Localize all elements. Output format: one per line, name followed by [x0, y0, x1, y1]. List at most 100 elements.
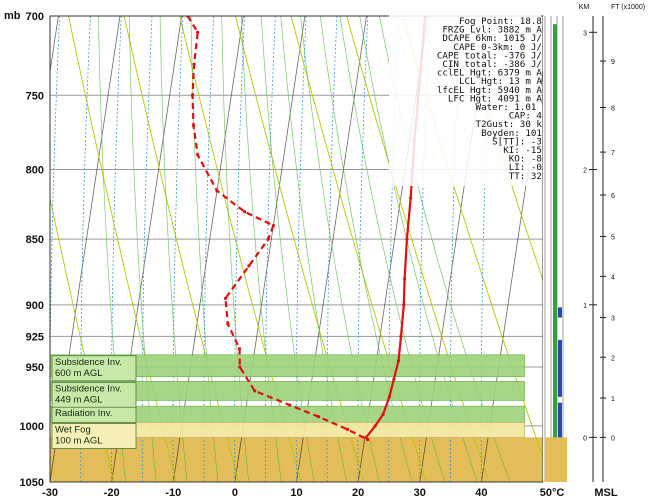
ft-tick-label: 5 — [611, 234, 615, 241]
ft-tick-label: 2 — [611, 355, 615, 362]
index-line: Water: 1.01 cm — [476, 102, 554, 113]
y-tick-label: 1050 — [20, 477, 44, 489]
temperature-point — [381, 412, 385, 416]
ft-tick-label: 3 — [611, 316, 615, 323]
inversion-layer-height: 449 m AGL — [55, 394, 103, 405]
ft-tick-label: 8 — [611, 105, 615, 112]
inversion-layer-height: 600 m AGL — [55, 368, 103, 379]
ft-tick-label: 4 — [611, 274, 615, 281]
y-tick-label: 1000 — [20, 421, 44, 433]
index-line: Boyden: 101.1 — [481, 128, 553, 139]
index-line: CAPE 0-3km: 0 J/kg — [453, 42, 553, 53]
ft-tick-label: 7 — [611, 150, 615, 157]
temperature-point — [392, 377, 396, 381]
temperature-point — [409, 196, 413, 200]
dewpoint-point — [287, 403, 292, 407]
temperature-point — [373, 424, 377, 428]
index-line: LI: -0.2 — [509, 162, 553, 173]
x-tick-label: 30 — [414, 487, 426, 499]
index-line: TT: 32.3 — [509, 171, 553, 182]
inversion-layer-label-box — [51, 382, 137, 408]
temperature-point — [364, 435, 368, 439]
km-axis-label: KM — [579, 4, 590, 11]
index-line: T2Gust: 30 kts — [476, 119, 553, 130]
km-tick-label: 2 — [583, 167, 587, 174]
y-tick-label: 950 — [26, 362, 44, 374]
isotherm-line — [172, 16, 244, 482]
dewpoint-point — [238, 365, 242, 369]
status-ground — [545, 437, 567, 482]
msl-label: MSL — [594, 487, 618, 499]
dry-adiabat-line — [569, 16, 656, 482]
ft-tick-label: 9 — [611, 59, 615, 66]
inversion-layer-label-box — [51, 406, 137, 423]
dewpoint-point — [237, 347, 242, 351]
inversion-layer-label-box — [51, 423, 137, 449]
dewpoint-point — [196, 153, 200, 157]
index-line: DCAPE 6km: 1015 J/kg — [442, 33, 553, 44]
x-tick-label: -20 — [104, 487, 120, 499]
indices-panel — [389, 14, 541, 186]
y-axis-unit-label: mb — [4, 10, 21, 22]
km-tick-label: 0 — [583, 435, 587, 442]
y-tick-label: 925 — [26, 331, 44, 343]
y-tick-label: 850 — [26, 234, 44, 246]
x-tick-label: 10 — [290, 487, 302, 499]
temperature-point — [403, 277, 407, 281]
y-tick-label: 750 — [26, 90, 44, 102]
dewpoint-point — [365, 438, 370, 442]
inversion-layer-label-box — [51, 355, 137, 382]
dewpoint-point — [226, 322, 230, 326]
status-bar — [558, 307, 562, 318]
index-line: cclEL Hgt: 6379 m AGL — [437, 68, 554, 79]
index-line: KO: -8.2 — [509, 154, 553, 165]
dewpoint-point — [247, 264, 251, 268]
dewpoint-point — [223, 296, 228, 301]
ft-tick-label: 1 — [611, 396, 615, 403]
index-line: CAP: 4.8 — [509, 111, 553, 122]
inversion-layer-height: 100 m AGL — [55, 435, 103, 446]
index-line: lfcEL Hgt: 5940 m AGL — [437, 85, 554, 96]
inversion-layer-name: Radiation Inv. — [55, 408, 112, 419]
y-tick-label: 900 — [26, 300, 44, 312]
dewpoint-point — [192, 62, 196, 66]
y-tick-label: 700 — [26, 11, 44, 23]
dewpoint-point — [271, 223, 275, 228]
isotherm-line — [605, 16, 656, 482]
index-line: KI: -15.0 — [503, 145, 553, 156]
dewpoint-point — [243, 210, 247, 214]
dewpoint-point — [191, 123, 196, 128]
x-tick-label: -10 — [165, 487, 181, 499]
inversion-layer-name: Subsidence Inv. — [55, 383, 122, 394]
temperature-point — [396, 359, 401, 363]
ft-tick-label: 0 — [611, 435, 615, 442]
index-line: FRZG Lvl: 3882 m AGL — [442, 25, 553, 36]
dewpoint-point — [317, 415, 321, 419]
km-tick-label: 1 — [583, 303, 587, 310]
temperature-point — [405, 237, 409, 241]
x-axis-unit-label: 50°C — [540, 487, 565, 499]
inversion-layer-name: Wet Fog — [55, 424, 91, 435]
x-tick-label: 40 — [475, 487, 487, 499]
dewpoint-point — [190, 93, 195, 97]
ft-axis-label: FT (x1000) — [611, 4, 645, 11]
km-tick-label: 3 — [583, 30, 587, 37]
isotherm-line — [234, 16, 306, 482]
status-bar — [558, 340, 562, 397]
temperature-point — [399, 334, 403, 338]
index-line: Fog Point: 18.8°C — [459, 16, 553, 27]
x-tick-label: 20 — [352, 487, 364, 499]
ft-tick-label: 6 — [611, 193, 615, 200]
status-bar — [553, 24, 557, 438]
dewpoint-point — [196, 30, 200, 34]
dry-adiabat-line — [625, 16, 656, 482]
temperature-point — [387, 395, 392, 399]
index-line: LFC Hgt: 4091 m AGL — [448, 93, 554, 104]
mixing-ratio-line — [50, 16, 60, 482]
y-tick-label: 800 — [26, 164, 44, 176]
inversion-layer-name: Subsidence Inv. — [55, 357, 122, 368]
index-line: CAPE total: -376 J/kg — [437, 50, 553, 61]
index-line: CIN total: -386 J/kg — [442, 59, 553, 70]
index-line: LCL Hgt: 13 m AGL — [459, 76, 554, 87]
